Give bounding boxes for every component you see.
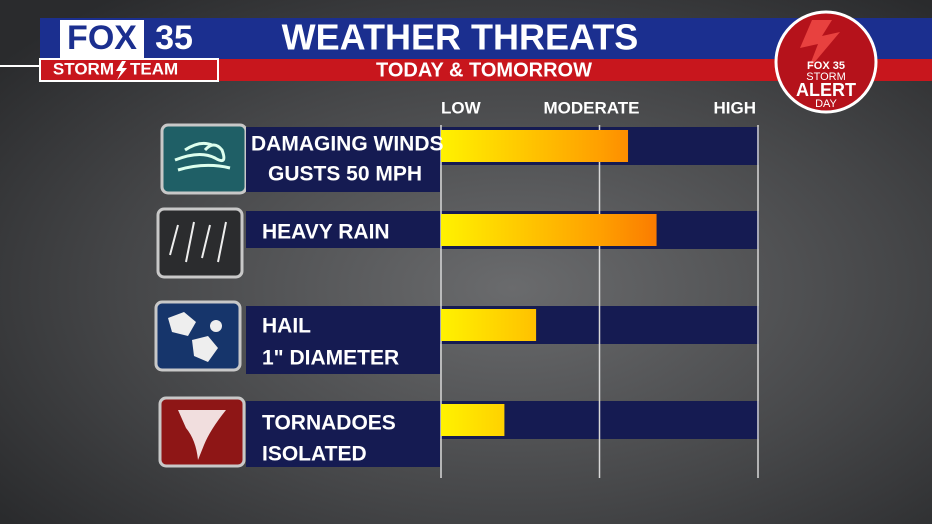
wind-icon bbox=[160, 123, 248, 195]
team-left: STORM bbox=[53, 59, 114, 78]
label-box bbox=[246, 306, 440, 374]
tornado-icon bbox=[158, 396, 246, 468]
category-detail: ISOLATED bbox=[262, 443, 367, 466]
rain-icon bbox=[156, 207, 244, 279]
team-box bbox=[39, 58, 219, 82]
plot: LOW MODERATE HIGH DAMAGING WINDS GUSTS 50 MP… bbox=[246, 98, 759, 478]
team-right: TEAM bbox=[130, 59, 178, 78]
bar bbox=[441, 404, 505, 436]
badge-line1: STORM bbox=[806, 71, 846, 83]
x-tick-label: HIGH bbox=[714, 98, 757, 117]
category-detail: 1" DIAMETER bbox=[262, 347, 399, 370]
category-label: HEAVY RAIN bbox=[262, 221, 390, 244]
bar bbox=[441, 309, 537, 341]
label-box bbox=[246, 211, 440, 248]
badge-bolt bbox=[800, 20, 840, 70]
badge-line3: DAY bbox=[815, 98, 837, 110]
bar bbox=[441, 214, 657, 246]
x-tick-label: LOW bbox=[441, 98, 482, 117]
category-detail: GUSTS 50 MPH bbox=[268, 163, 422, 186]
badge-logo: FOX 35 bbox=[807, 60, 845, 72]
hail-icon bbox=[154, 300, 242, 372]
channel: 35 bbox=[155, 19, 193, 57]
label-box bbox=[246, 127, 440, 192]
x-tick-label: MODERATE bbox=[543, 98, 639, 117]
bolt bbox=[116, 61, 127, 80]
subtitle-band bbox=[218, 59, 932, 81]
badge bbox=[774, 10, 878, 114]
logo-plate bbox=[60, 20, 144, 58]
badge-line2: ALERT bbox=[796, 80, 856, 100]
chart-title: WEATHER THREATS bbox=[282, 17, 639, 58]
category-label: TORNADOES bbox=[262, 412, 396, 435]
chart-subtitle: TODAY & TOMORROW bbox=[376, 59, 592, 81]
logo: FOX bbox=[67, 19, 137, 57]
bar bbox=[441, 130, 629, 162]
category-label: HAIL bbox=[262, 315, 311, 338]
category-label: DAMAGING WINDS bbox=[251, 133, 444, 156]
label-box bbox=[246, 401, 440, 467]
